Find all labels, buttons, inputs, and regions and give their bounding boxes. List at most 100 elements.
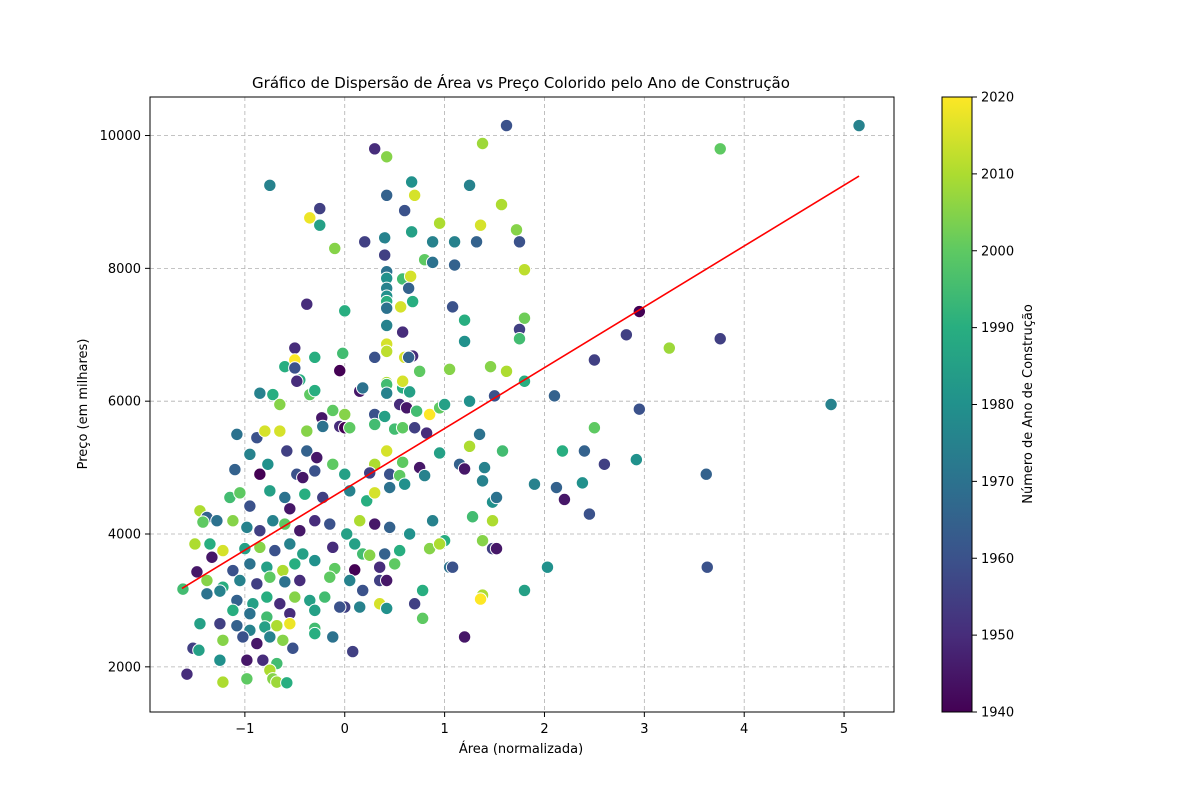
x-axis-label: Área (normalizada) bbox=[459, 741, 583, 757]
data-point bbox=[263, 570, 277, 584]
data-point bbox=[403, 269, 418, 284]
data-point bbox=[263, 630, 277, 644]
data-point bbox=[316, 419, 330, 434]
data-point bbox=[517, 583, 532, 598]
data-point bbox=[699, 467, 713, 481]
data-point bbox=[250, 636, 264, 651]
data-point bbox=[328, 241, 342, 256]
y-tick-label: 2000 bbox=[108, 660, 141, 675]
data-point bbox=[216, 543, 230, 558]
data-point bbox=[372, 560, 387, 574]
data-point bbox=[377, 547, 392, 561]
data-points bbox=[176, 118, 866, 690]
data-point bbox=[278, 490, 292, 505]
data-point bbox=[487, 389, 502, 403]
data-point bbox=[619, 328, 634, 342]
data-point bbox=[475, 533, 490, 548]
data-point bbox=[415, 583, 430, 598]
data-point bbox=[447, 235, 462, 249]
data-point bbox=[338, 467, 352, 481]
data-point bbox=[266, 514, 280, 528]
data-point bbox=[473, 592, 488, 606]
data-point bbox=[213, 584, 227, 598]
data-point bbox=[409, 404, 424, 418]
data-point bbox=[300, 297, 314, 311]
data-point bbox=[196, 515, 210, 529]
y-tick-label: 4000 bbox=[108, 528, 141, 543]
data-point bbox=[662, 341, 677, 355]
colorbar-tick-label: 1990 bbox=[981, 321, 1014, 336]
data-point bbox=[462, 178, 477, 193]
data-point bbox=[404, 175, 419, 189]
data-point bbox=[256, 653, 270, 667]
colorbar-tick-label: 1970 bbox=[981, 475, 1014, 490]
data-point bbox=[393, 300, 408, 314]
data-point bbox=[445, 300, 460, 314]
data-point bbox=[379, 150, 394, 164]
chart-title: Gráfico de Dispersão de Área vs Preço Co… bbox=[252, 73, 790, 92]
data-point bbox=[494, 197, 509, 212]
data-point bbox=[462, 439, 477, 454]
data-point bbox=[367, 350, 382, 365]
data-point bbox=[382, 520, 397, 535]
data-point bbox=[395, 325, 410, 339]
plot-frame bbox=[149, 96, 895, 713]
data-point bbox=[263, 484, 277, 498]
data-point bbox=[397, 203, 412, 218]
data-point bbox=[298, 487, 312, 501]
data-point bbox=[489, 541, 504, 556]
data-point bbox=[377, 231, 392, 245]
data-point bbox=[180, 667, 194, 681]
data-point bbox=[377, 248, 392, 262]
data-point bbox=[401, 281, 416, 295]
data-point bbox=[336, 346, 350, 361]
data-point bbox=[216, 675, 230, 689]
data-point bbox=[261, 457, 275, 471]
data-point bbox=[555, 444, 570, 458]
colorbar-tick-label: 1980 bbox=[981, 398, 1014, 413]
data-point bbox=[268, 543, 282, 558]
colorbar-tick-label: 1960 bbox=[981, 552, 1014, 567]
data-point bbox=[700, 560, 714, 574]
data-point bbox=[582, 507, 597, 521]
x-tick-label: 2 bbox=[540, 722, 548, 737]
data-point bbox=[477, 460, 492, 475]
data-point bbox=[233, 573, 247, 588]
data-point bbox=[288, 590, 302, 604]
data-point bbox=[323, 517, 337, 531]
data-point bbox=[358, 235, 372, 249]
data-point bbox=[432, 216, 447, 230]
data-point bbox=[190, 565, 204, 579]
data-point bbox=[405, 294, 420, 309]
data-point bbox=[462, 394, 477, 408]
data-point bbox=[442, 362, 457, 377]
data-point bbox=[260, 590, 274, 604]
data-point bbox=[263, 178, 277, 193]
data-point bbox=[326, 403, 340, 418]
data-point bbox=[192, 643, 206, 657]
data-point bbox=[213, 653, 227, 667]
data-point bbox=[338, 304, 352, 318]
data-point bbox=[457, 313, 472, 327]
data-point bbox=[412, 364, 427, 378]
data-point bbox=[266, 387, 280, 402]
data-point bbox=[509, 223, 524, 237]
data-point bbox=[240, 520, 254, 535]
data-point bbox=[629, 452, 644, 467]
data-point bbox=[540, 560, 555, 574]
data-point bbox=[188, 537, 202, 551]
data-point bbox=[397, 477, 412, 491]
x-tick-label: 3 bbox=[640, 722, 648, 737]
data-point bbox=[597, 457, 612, 471]
data-point bbox=[395, 374, 410, 388]
data-point bbox=[447, 258, 462, 272]
data-point bbox=[290, 374, 304, 388]
data-point bbox=[200, 587, 214, 601]
data-point bbox=[713, 332, 727, 346]
data-point bbox=[437, 397, 452, 412]
data-point bbox=[353, 600, 367, 614]
data-point bbox=[200, 573, 214, 588]
data-point bbox=[313, 218, 327, 232]
data-point bbox=[379, 573, 394, 588]
data-point bbox=[512, 235, 527, 249]
